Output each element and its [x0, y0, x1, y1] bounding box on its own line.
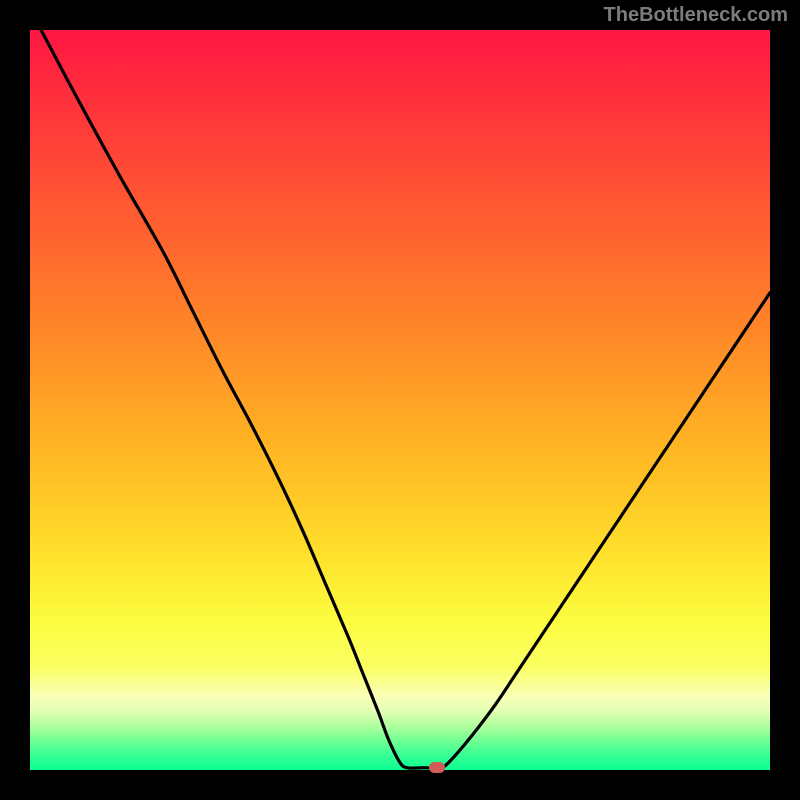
- curve-minimum-marker: [429, 762, 445, 773]
- chart-svg: [30, 30, 770, 770]
- watermark-text: TheBottleneck.com: [604, 4, 788, 27]
- chart-area: [30, 30, 770, 770]
